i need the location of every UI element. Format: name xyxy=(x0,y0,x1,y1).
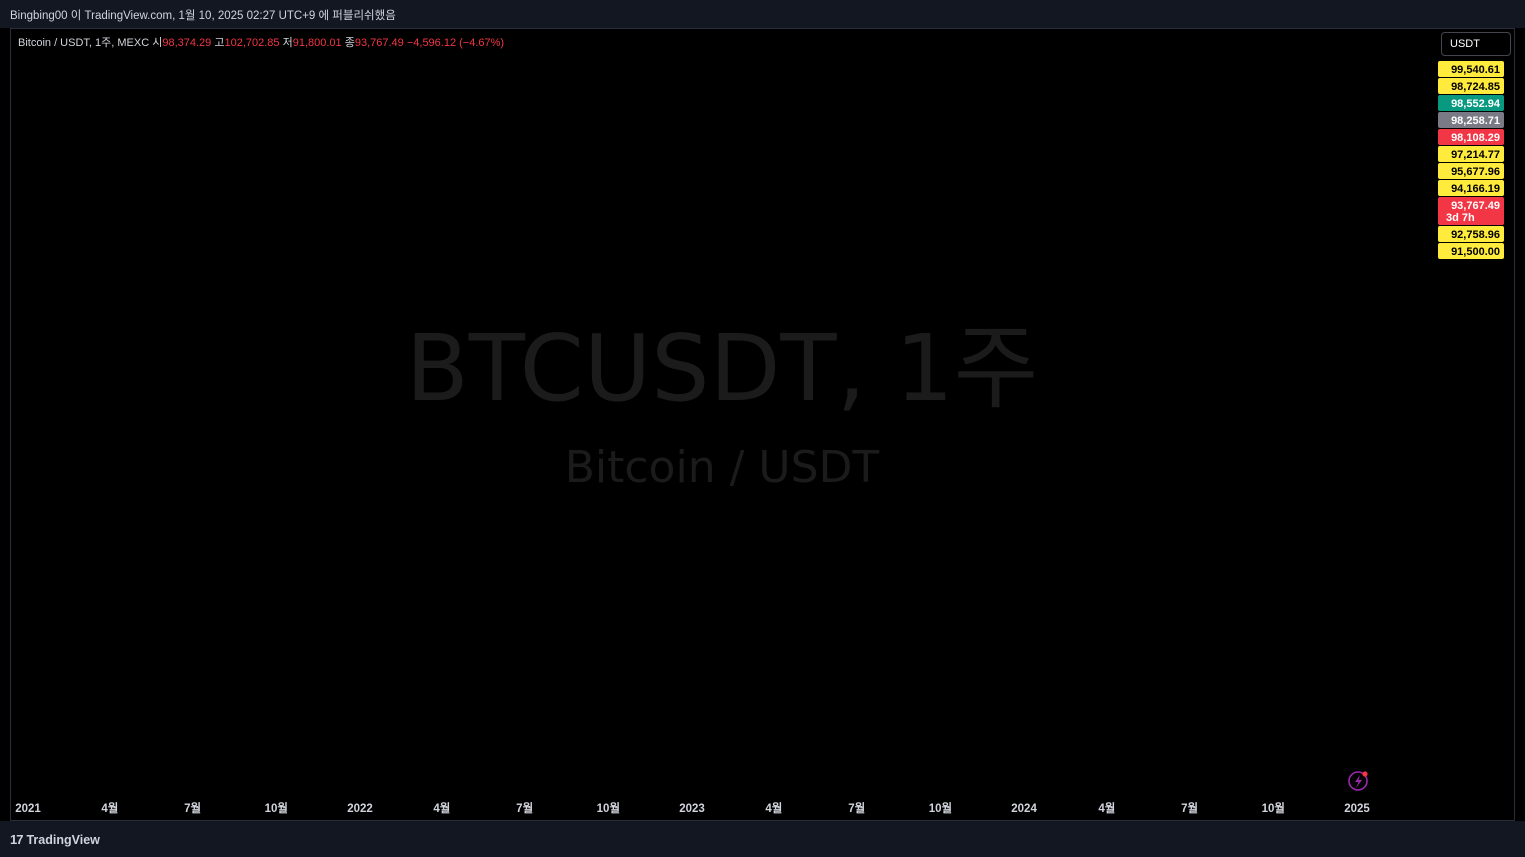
price-label-red: 98,108.29 xyxy=(1438,129,1504,145)
price-label-bg xyxy=(1438,146,1504,162)
bolt-icon[interactable] xyxy=(1348,771,1368,791)
time-tick-label: 7월 xyxy=(184,801,201,815)
price-label-yellow: 94,166.19 xyxy=(1438,180,1504,196)
price-label-text: 93,767.49 xyxy=(1451,200,1500,212)
watermark-symbol: BTCUSDT, 1주 xyxy=(406,315,1039,422)
tradingview-brand[interactable]: 17 TradingView xyxy=(10,832,100,847)
price-label-text: 98,108.29 xyxy=(1451,132,1500,144)
time-tick-label: 4월 xyxy=(765,801,782,815)
legend-symbol: Bitcoin / USDT, 1주, MEXC xyxy=(18,37,150,49)
price-label-yellow: 99,540.61 xyxy=(1438,61,1504,77)
legend-open-value: 98,374.29 xyxy=(162,37,212,49)
time-tick-label: 10월 xyxy=(1262,801,1285,815)
legend-high-label: 고 xyxy=(214,37,225,49)
legend-change-value: −4,596.12 (−4.67%) xyxy=(406,37,505,49)
price-label-yellow: 98,724.85 xyxy=(1438,78,1504,94)
legend-close-value: 93,767.49 xyxy=(354,37,404,49)
time-tick-label: 4월 xyxy=(1098,801,1115,815)
price-label-yellow: 97,214.77 xyxy=(1438,146,1504,162)
price-label-yellow: 92,758.96 xyxy=(1438,226,1504,242)
brand-name: TradingView xyxy=(26,832,100,847)
legend-low-label: 저 xyxy=(282,37,293,49)
time-tick-label: 7월 xyxy=(848,801,865,815)
time-tick-label: 2021 xyxy=(15,803,41,815)
price-label-text: 99,540.61 xyxy=(1451,64,1500,76)
chart-legend: Bitcoin / USDT, 1주, MEXC 시98,374.29 고102… xyxy=(18,34,504,50)
time-tick-label: 7월 xyxy=(1181,801,1198,815)
price-label-text: 98,724.85 xyxy=(1451,81,1500,93)
price-label-bg xyxy=(1438,243,1504,259)
price-label-gray: 98,258.71 xyxy=(1438,112,1504,128)
bolt-icon-glyph xyxy=(1355,775,1362,788)
price-label-text: 92,758.96 xyxy=(1451,229,1500,241)
time-tick-label: 2023 xyxy=(679,803,705,815)
notification-dot xyxy=(1362,771,1368,777)
price-label-text: 97,214.77 xyxy=(1451,149,1500,161)
time-tick-label: 7월 xyxy=(516,801,533,815)
chart-pane[interactable] xyxy=(10,28,1515,821)
price-label-bg xyxy=(1438,180,1504,196)
legend-close-label: 종 xyxy=(344,37,355,49)
bolt-icon-ring xyxy=(1348,771,1368,791)
time-axis[interactable]: 2021 4월 7월 10월 2022 4월 7월 10월 2023 4월 7월 10월 2024 4월 7… xyxy=(15,801,1370,815)
countdown-label: 3d 7h xyxy=(1446,212,1475,224)
legend-open-label: 시 xyxy=(152,37,163,49)
price-label-bg xyxy=(1438,112,1504,128)
time-tick-label: 2022 xyxy=(347,803,373,815)
price-label-bg xyxy=(1438,95,1504,111)
price-label-bg xyxy=(1438,197,1504,225)
legend-high-value: 102,702.85 xyxy=(224,37,280,49)
price-label-green: 98,552.94 xyxy=(1438,95,1504,111)
legend-low-value: 91,800.01 xyxy=(292,37,342,49)
time-tick-label: 2024 xyxy=(1011,803,1037,815)
time-tick-label: 10월 xyxy=(597,801,620,815)
tradingview-logo-icon: 17 xyxy=(10,832,24,847)
symbol-watermark: BTCUSDT, 1주 Bitcoin / USDT xyxy=(406,315,1039,493)
price-label-text: 98,552.94 xyxy=(1451,98,1501,110)
time-tick-label: 4월 xyxy=(433,801,450,815)
price-label-bg xyxy=(1438,226,1504,242)
price-label-bg xyxy=(1438,61,1504,77)
price-label-bg xyxy=(1438,163,1504,179)
footer-bar xyxy=(0,821,1525,857)
time-tick-label: 10월 xyxy=(929,801,952,815)
watermark-description: Bitcoin / USDT xyxy=(565,442,880,493)
time-tick-label: 2025 xyxy=(1344,803,1370,815)
price-label-text: 98,258.71 xyxy=(1451,115,1500,127)
time-tick-label: 10월 xyxy=(265,801,288,815)
price-label-text: 91,500.00 xyxy=(1451,246,1500,258)
price-label-text: 95,677.96 xyxy=(1451,166,1500,178)
price-label-yellow: 95,677.96 xyxy=(1438,163,1504,179)
publish-info-text: Bingbing00 이 TradingView.com, 1월 10, 202… xyxy=(10,10,396,22)
price-label-text: 94,166.19 xyxy=(1451,183,1500,195)
publish-header-bar: Bingbing00 이 TradingView.com, 1월 10, 202… xyxy=(0,0,1525,28)
price-label-yellow: 91,500.00 xyxy=(1438,243,1504,259)
price-label-bg xyxy=(1438,129,1504,145)
currency-button[interactable]: USDT xyxy=(1441,32,1511,56)
price-labels-layer: 99,540.61 98,724.85 98,552.94 98,258.71 98,1… xyxy=(1438,61,1504,259)
time-tick-label: 4월 xyxy=(101,801,118,815)
price-label-bg xyxy=(1438,78,1504,94)
